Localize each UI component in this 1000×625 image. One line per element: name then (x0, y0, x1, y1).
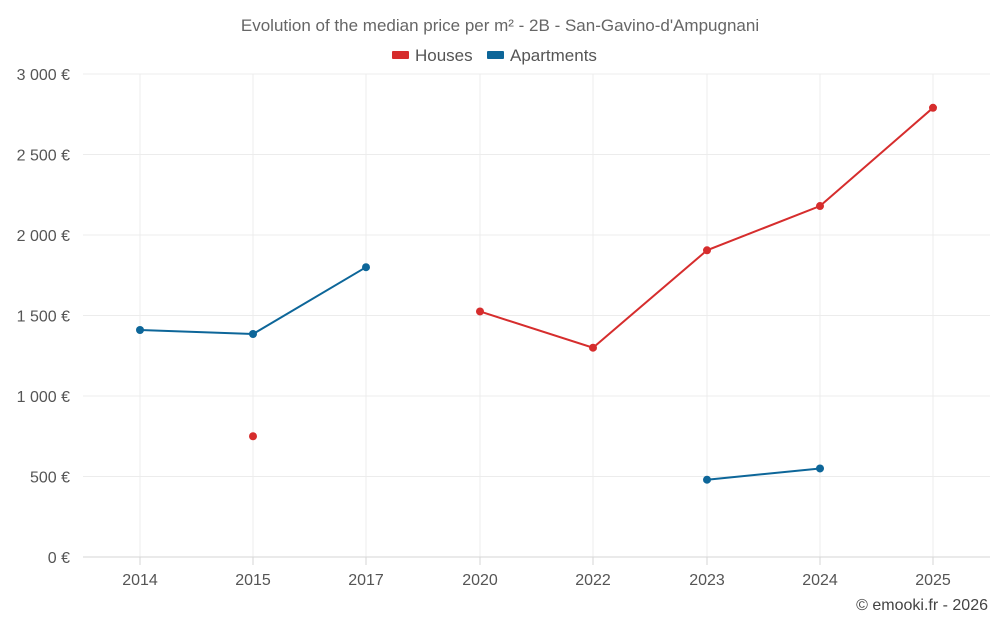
x-axis-ticks: 2014 2015 2017 2020 2022 2023 2024 2025 (122, 557, 951, 589)
apartments-point[interactable] (249, 330, 257, 339)
houses-point[interactable] (929, 103, 937, 112)
y-tick-label: 2 500 € (17, 148, 70, 165)
y-tick-label: 3 000 € (17, 67, 70, 84)
x-tick-label: 2017 (348, 572, 384, 589)
y-gridlines (83, 73, 990, 477)
houses-point[interactable] (703, 246, 711, 255)
x-tick-label: 2023 (689, 572, 725, 589)
x-gridlines (139, 74, 934, 557)
houses-point[interactable] (589, 343, 597, 352)
y-tick-label: 500 € (30, 470, 70, 487)
legend-swatch-apartments (487, 51, 504, 59)
apartments-line-segment (706, 467, 821, 481)
houses-point[interactable] (816, 202, 824, 211)
houses-point[interactable] (249, 432, 257, 441)
houses-point[interactable] (476, 307, 484, 316)
series-lines (139, 107, 934, 481)
legend: Houses Apartments (392, 46, 597, 65)
y-tick-label: 0 € (48, 550, 70, 567)
series-points (136, 103, 937, 484)
apartments-point[interactable] (816, 464, 824, 473)
apartments-point[interactable] (136, 325, 144, 334)
y-tick-label: 2 000 € (17, 228, 70, 245)
y-tick-label: 1 500 € (17, 309, 70, 326)
y-axis-ticks: 0 € 500 € 1 000 € 1 500 € 2 000 € 2 500 € 3 00… (17, 67, 70, 567)
x-tick-label: 2025 (915, 572, 951, 589)
chart-title: Evolution of the median price per m² - 2… (241, 16, 759, 35)
y-tick-label: 1 000 € (17, 389, 70, 406)
x-tick-label: 2020 (462, 572, 498, 589)
legend-label-houses[interactable]: Houses (415, 46, 473, 65)
legend-swatch-houses (392, 51, 409, 59)
x-tick-label: 2015 (235, 572, 271, 589)
legend-label-apartments[interactable]: Apartments (510, 46, 597, 65)
x-tick-label: 2022 (575, 572, 611, 589)
apartments-point[interactable] (362, 263, 370, 272)
x-tick-label: 2024 (802, 572, 838, 589)
apartments-point[interactable] (703, 475, 711, 484)
credit-text: © emooki.fr - 2026 (856, 597, 988, 614)
x-tick-label: 2014 (122, 572, 158, 589)
